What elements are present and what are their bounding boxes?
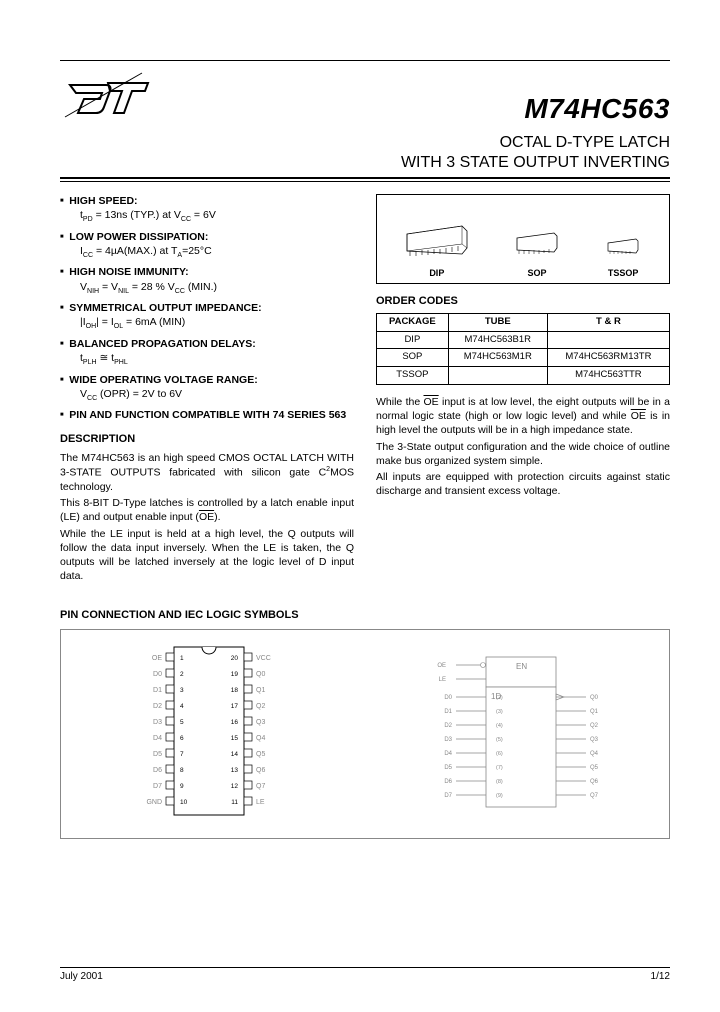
svg-text:D2: D2 <box>153 703 162 710</box>
features-list: HIGH SPEED:tPD = 13ns (TYP.) at VCC = 6V… <box>60 194 354 422</box>
feature-item: WIDE OPERATING VOLTAGE RANGE:VCC (OPR) =… <box>60 373 354 404</box>
svg-text:3: 3 <box>180 687 184 694</box>
svg-text:Q6: Q6 <box>256 767 265 774</box>
svg-text:Q7: Q7 <box>590 793 599 799</box>
pin-diagrams-box: OE 1 VCC 20 D0 2 Q0 19 D1 3 Q1 18 D2 4 Q2 17 D3 5 Q3 16 D4 6 Q… <box>60 629 670 839</box>
svg-text:(8): (8) <box>496 779 503 785</box>
svg-text:(3): (3) <box>496 709 503 715</box>
svg-text:Q2: Q2 <box>256 703 265 710</box>
description-right: While the OE input is at low level, the … <box>376 395 670 498</box>
svg-text:(6): (6) <box>496 751 503 757</box>
svg-text:D1: D1 <box>153 687 162 694</box>
svg-text:9: 9 <box>180 783 184 790</box>
svg-text:LE: LE <box>256 799 265 806</box>
svg-text:20: 20 <box>231 655 239 662</box>
svg-text:12: 12 <box>231 783 239 790</box>
title-line-1: OCTAL D-TYPE LATCH <box>60 133 670 153</box>
part-number: M74HC563 <box>524 93 670 125</box>
svg-text:2: 2 <box>180 671 184 678</box>
svg-text:11: 11 <box>231 799 238 806</box>
st-logo <box>60 65 150 125</box>
svg-text:OE: OE <box>152 655 162 662</box>
svg-text:D3: D3 <box>444 737 452 743</box>
footer-date: July 2001 <box>60 971 103 982</box>
svg-text:Q5: Q5 <box>590 765 599 771</box>
feature-item: HIGH SPEED:tPD = 13ns (TYP.) at VCC = 6V <box>60 194 354 225</box>
package-tssop: TSSOP <box>602 233 644 279</box>
svg-text:Q5: Q5 <box>256 751 265 758</box>
svg-text:4: 4 <box>180 703 184 710</box>
svg-text:Q4: Q4 <box>256 735 265 742</box>
svg-text:15: 15 <box>231 735 239 742</box>
feature-item: HIGH NOISE IMMUNITY:VNIH = VNIL = 28 % V… <box>60 265 354 296</box>
svg-text:D7: D7 <box>153 783 162 790</box>
svg-text:Q2: Q2 <box>590 723 599 729</box>
svg-text:1: 1 <box>180 655 184 662</box>
feature-item: PIN AND FUNCTION COMPATIBLE WITH 74 SERI… <box>60 408 354 422</box>
svg-text:19: 19 <box>231 671 239 678</box>
svg-text:Q4: Q4 <box>590 751 599 757</box>
svg-text:VCC: VCC <box>256 655 271 662</box>
svg-text:7: 7 <box>180 751 184 758</box>
iec-logic-symbol: EN 1D OELED0Q0(2)D1Q1(3)D2Q2(4)D3Q3(5)D4… <box>396 649 606 819</box>
svg-text:Q3: Q3 <box>590 737 599 743</box>
footer-page: 1/12 <box>651 971 670 982</box>
svg-text:Q6: Q6 <box>590 779 599 785</box>
title-block: OCTAL D-TYPE LATCH WITH 3 STATE OUTPUT I… <box>60 133 670 173</box>
svg-text:D3: D3 <box>153 719 162 726</box>
svg-text:D2: D2 <box>444 723 452 729</box>
svg-text:13: 13 <box>231 767 239 774</box>
svg-text:5: 5 <box>180 719 184 726</box>
svg-text:Q7: Q7 <box>256 783 265 790</box>
feature-item: BALANCED PROPAGATION DELAYS:tPLH ≅ tPHL <box>60 337 354 368</box>
svg-text:Q0: Q0 <box>256 671 265 678</box>
order-codes-heading: ORDER CODES <box>376 294 670 309</box>
pin-section-title: PIN CONNECTION AND IEC LOGIC SYMBOLS <box>60 609 670 621</box>
page-footer: July 2001 1/12 <box>60 967 670 982</box>
svg-text:17: 17 <box>231 703 239 710</box>
svg-text:Q3: Q3 <box>256 719 265 726</box>
svg-text:(4): (4) <box>496 723 503 729</box>
svg-text:GND: GND <box>146 799 162 806</box>
svg-text:18: 18 <box>231 687 239 694</box>
feature-item: LOW POWER DISSIPATION:ICC = 4µA(MAX.) at… <box>60 230 354 261</box>
svg-text:6: 6 <box>180 735 184 742</box>
description-text: The M74HC563 is an high speed CMOS OCTAL… <box>60 451 354 583</box>
svg-text:D6: D6 <box>153 767 162 774</box>
svg-text:D7: D7 <box>444 793 452 799</box>
package-sop: SOP <box>509 226 564 279</box>
svg-text:D6: D6 <box>444 779 452 785</box>
svg-text:10: 10 <box>180 799 188 806</box>
order-codes-table: PACKAGETUBET & RDIPM74HC563B1RSOPM74HC56… <box>376 313 670 385</box>
svg-text:14: 14 <box>231 751 239 758</box>
title-line-2: WITH 3 STATE OUTPUT INVERTING <box>60 153 670 173</box>
svg-text:Q1: Q1 <box>256 687 265 694</box>
feature-item: SYMMETRICAL OUTPUT IMPEDANCE:|IOH| = IOL… <box>60 301 354 332</box>
svg-text:16: 16 <box>231 719 239 726</box>
svg-text:(9): (9) <box>496 793 503 799</box>
svg-text:D5: D5 <box>444 765 452 771</box>
svg-text:D5: D5 <box>153 751 162 758</box>
svg-text:OE: OE <box>437 663 446 669</box>
svg-text:D4: D4 <box>444 751 452 757</box>
pinout-diagram: OE 1 VCC 20 D0 2 Q0 19 D1 3 Q1 18 D2 4 Q2 17 D3 5 Q3 16 D4 6 Q… <box>124 639 294 829</box>
svg-text:(2): (2) <box>496 695 503 701</box>
svg-text:D0: D0 <box>153 671 162 678</box>
svg-text:(5): (5) <box>496 737 503 743</box>
svg-text:EN: EN <box>516 662 527 671</box>
svg-text:Q1: Q1 <box>590 709 599 715</box>
svg-text:D4: D4 <box>153 735 162 742</box>
svg-text:Q0: Q0 <box>590 695 599 701</box>
svg-text:LE: LE <box>439 677 446 683</box>
svg-text:D1: D1 <box>444 709 452 715</box>
svg-text:(7): (7) <box>496 765 503 771</box>
package-dip: DIP <box>402 216 472 279</box>
svg-text:D0: D0 <box>444 695 452 701</box>
svg-text:8: 8 <box>180 767 184 774</box>
package-diagram-box: DIP SOP TSSOP <box>376 194 670 284</box>
description-heading: DESCRIPTION <box>60 432 354 447</box>
